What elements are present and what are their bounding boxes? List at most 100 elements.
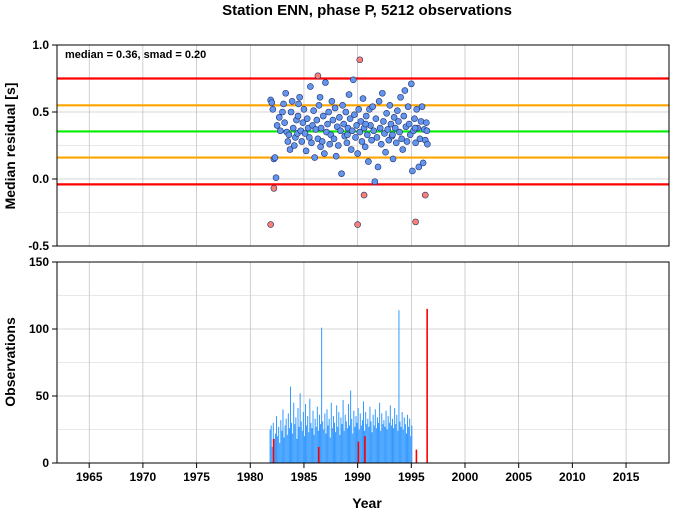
observation-bar (361, 420, 363, 463)
observations-y-tick-label: 150 (29, 255, 49, 269)
residual-y-tick-label: -0.5 (28, 239, 49, 253)
observation-bar (411, 425, 413, 463)
observation-bar (374, 409, 376, 463)
residual-point (355, 106, 363, 113)
residual-point (401, 87, 409, 94)
observation-bar (385, 410, 387, 463)
observation-bar (387, 416, 389, 463)
observation-bar (404, 424, 406, 463)
observations-y-tick-label: 0 (42, 456, 49, 470)
x-axis-label: Year (352, 495, 382, 511)
residual-point (394, 107, 401, 114)
residual-point (380, 118, 387, 125)
outlier-point (314, 72, 322, 80)
year-x-ticks: 1965 1970 1975 1980 1985 1990 1995 2000 2005 2010… (76, 463, 640, 484)
residual-point (294, 112, 302, 120)
residual-point (397, 93, 404, 101)
outlier-bar (317, 446, 320, 463)
observation-bar (292, 433, 294, 463)
residual-point (352, 134, 359, 141)
residual-point (411, 124, 419, 132)
residual-point (303, 115, 311, 122)
outlier-point (267, 221, 274, 228)
x-tick-label: 1975 (183, 470, 210, 484)
residual-point (319, 112, 327, 120)
residual-point (289, 124, 297, 132)
residual-point (387, 120, 395, 128)
residual-point (405, 120, 413, 128)
observation-bar (302, 412, 304, 463)
observations-bars (269, 308, 428, 463)
observation-bar (311, 428, 313, 463)
residual-y-ticks: -0.5 0.0 0.5 1.0 (28, 38, 57, 253)
outlier-bar (357, 441, 360, 463)
observation-bar (324, 413, 326, 463)
residual-point (329, 116, 337, 124)
residual-point (328, 97, 336, 105)
residual-point (404, 103, 412, 110)
residual-point (375, 97, 383, 105)
residual-point (324, 120, 331, 128)
residual-point (337, 127, 344, 135)
residual-point (288, 97, 296, 105)
observation-bar (410, 436, 412, 463)
residual-y-axis-label: Median residual [s] (2, 83, 18, 210)
observation-bar (388, 422, 390, 463)
observation-bar (284, 425, 286, 463)
observation-bar (355, 416, 357, 463)
observation-bar (291, 422, 293, 463)
observation-bar (394, 408, 396, 463)
residual-point (310, 107, 317, 114)
residual-point (415, 163, 423, 171)
observation-bar (407, 414, 409, 463)
residual-frame (56, 44, 670, 247)
observation-bar (383, 420, 385, 463)
observation-bar (307, 416, 309, 463)
residual-point (365, 158, 372, 165)
observation-bar (370, 421, 372, 463)
observation-bar (276, 416, 278, 463)
residual-point (332, 152, 340, 160)
residual-point (423, 127, 431, 135)
residual-point (424, 140, 431, 148)
residual-point (346, 115, 354, 122)
observation-bar (373, 425, 375, 463)
observation-bar (321, 327, 323, 463)
residual-point (275, 114, 283, 121)
observation-bar (293, 402, 295, 463)
residual-point (315, 102, 323, 109)
observation-bar (390, 425, 392, 463)
residual-point (317, 143, 324, 151)
observation-bar (347, 404, 349, 463)
residual-point (386, 102, 394, 109)
observation-bar (298, 426, 300, 463)
observation-bar (332, 416, 334, 463)
observations-frame (56, 261, 670, 464)
x-tick-label: 2005 (505, 470, 532, 484)
residual-point (284, 138, 292, 145)
observation-bar (282, 409, 284, 463)
residual-point (413, 106, 420, 113)
residual-point (290, 142, 298, 149)
observation-bar (379, 402, 381, 463)
observation-bar (336, 405, 338, 463)
observation-bar (299, 393, 301, 463)
observation-bar (351, 418, 353, 463)
residual-point (271, 154, 279, 161)
observation-bar (303, 436, 305, 463)
observation-bar (328, 418, 330, 463)
residual-point (361, 143, 369, 151)
residual-point (298, 138, 306, 145)
residual-point (348, 127, 356, 135)
observation-bar (350, 390, 352, 463)
residual-point (273, 122, 281, 129)
residual-point (325, 108, 332, 116)
residual-point (354, 150, 361, 157)
residual-point (342, 108, 350, 116)
observation-bar (398, 310, 400, 463)
observation-bar (353, 410, 355, 463)
observation-bar (300, 421, 302, 463)
x-tick-label: 2010 (559, 470, 586, 484)
residual-point (376, 124, 384, 132)
observation-bar (334, 422, 336, 463)
